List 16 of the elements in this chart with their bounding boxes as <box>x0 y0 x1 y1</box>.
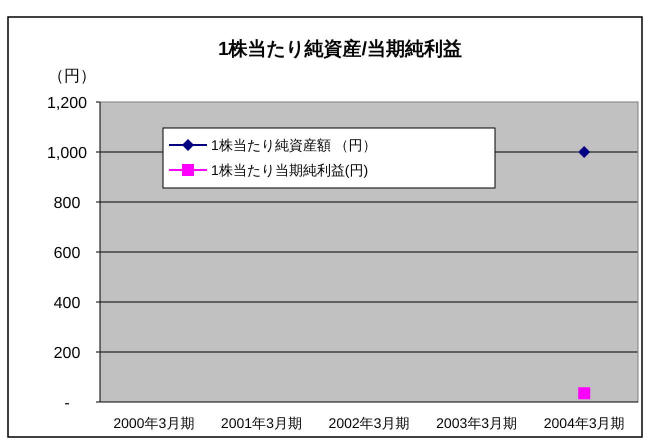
y-tick-label: 1,000 <box>46 145 88 162</box>
y-tick-label: 800 <box>54 195 80 212</box>
y-tick-label: 200 <box>54 345 80 362</box>
x-tick-label: 2004年3月期 <box>544 415 625 431</box>
legend-label: 1株当たり純資産額 （円） <box>211 137 377 153</box>
x-tick-label: 2002年3月期 <box>328 415 410 431</box>
x-tick-label: 2003年3月期 <box>436 415 518 431</box>
legend-label: 1株当たり当期純利益(円) <box>211 162 368 178</box>
x-tick-label: 2000年3月期 <box>113 415 194 431</box>
y-tick-label: 400 <box>54 295 80 312</box>
chart-title: 1株当たり純資産/当期純利益 <box>218 38 462 60</box>
x-tick-label: 2001年3月期 <box>220 415 302 431</box>
y-tick-label: 600 <box>54 245 80 262</box>
y-tick-label: 1,200 <box>46 95 88 112</box>
y-tick-label: - <box>64 395 70 412</box>
y-axis-title: （円） <box>48 68 96 85</box>
